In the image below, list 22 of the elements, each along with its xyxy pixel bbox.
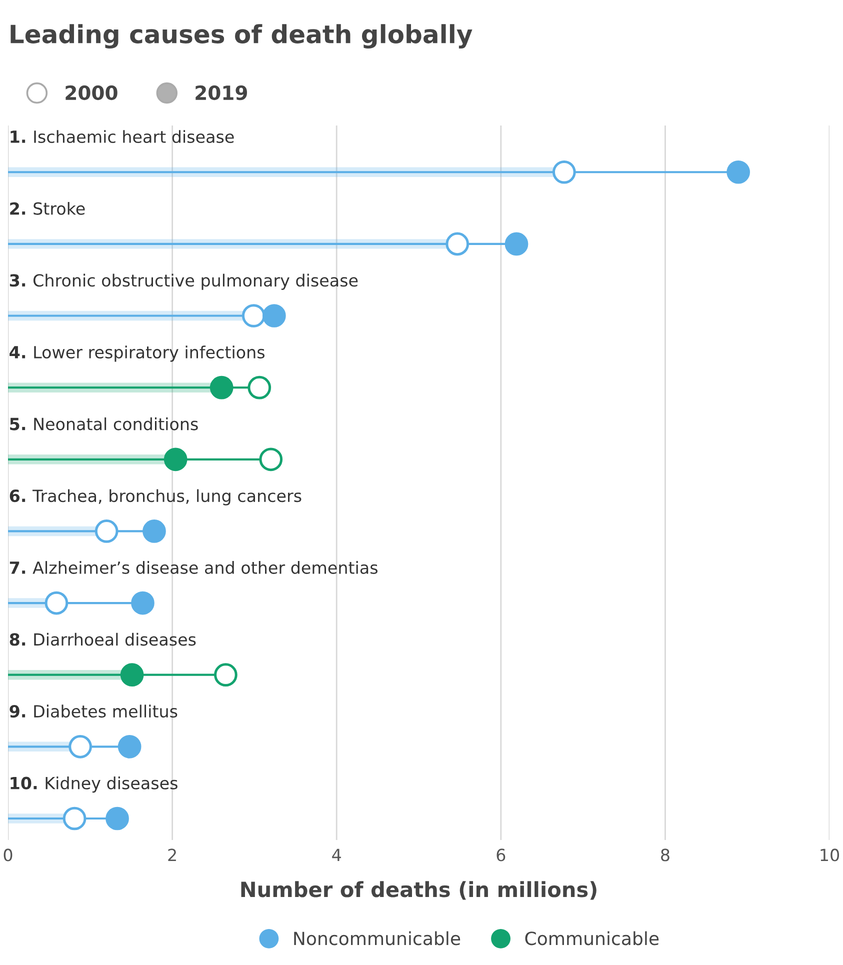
chart-title: Leading causes of death globally <box>10 24 472 49</box>
y-tick-label: 6. Trachea, bronchus, lung cancers <box>10 489 302 506</box>
y-tick-label: 7. Alzheimer’s disease and other dementias <box>10 561 378 574</box>
text: 2019 <box>196 85 247 100</box>
y-tick-label: 10. Kidney diseases <box>10 776 178 793</box>
text: 2000 <box>66 85 118 100</box>
y-tick-label: 1. Ischaemic heart disease <box>10 130 234 144</box>
x-tick-label: 8 <box>661 848 670 862</box>
text: Communicable <box>525 931 659 946</box>
x-tick-label: 4 <box>332 848 341 862</box>
y-tick-label: 8. Diarrhoeal diseases <box>10 632 196 646</box>
y-tick-label: 5. Neonatal conditions <box>10 417 198 430</box>
text: Noncommunicable <box>294 931 460 946</box>
x-tick-label: 0 <box>4 848 12 862</box>
x-tick-label: 6 <box>496 848 506 862</box>
y-tick-label: 9. Diabetes mellitus <box>10 704 178 718</box>
y-tick-label: 4. Lower respiratory infections <box>10 346 264 362</box>
x-axis-title: Number of deaths (in millions) <box>241 881 596 900</box>
y-tick-label: 2. Stroke <box>10 202 85 215</box>
y-tick-label: 3. Chronic obstructive pulmonary disease <box>10 274 358 290</box>
x-tick-label: 10 <box>820 848 840 862</box>
x-tick-label: 2 <box>168 848 176 862</box>
